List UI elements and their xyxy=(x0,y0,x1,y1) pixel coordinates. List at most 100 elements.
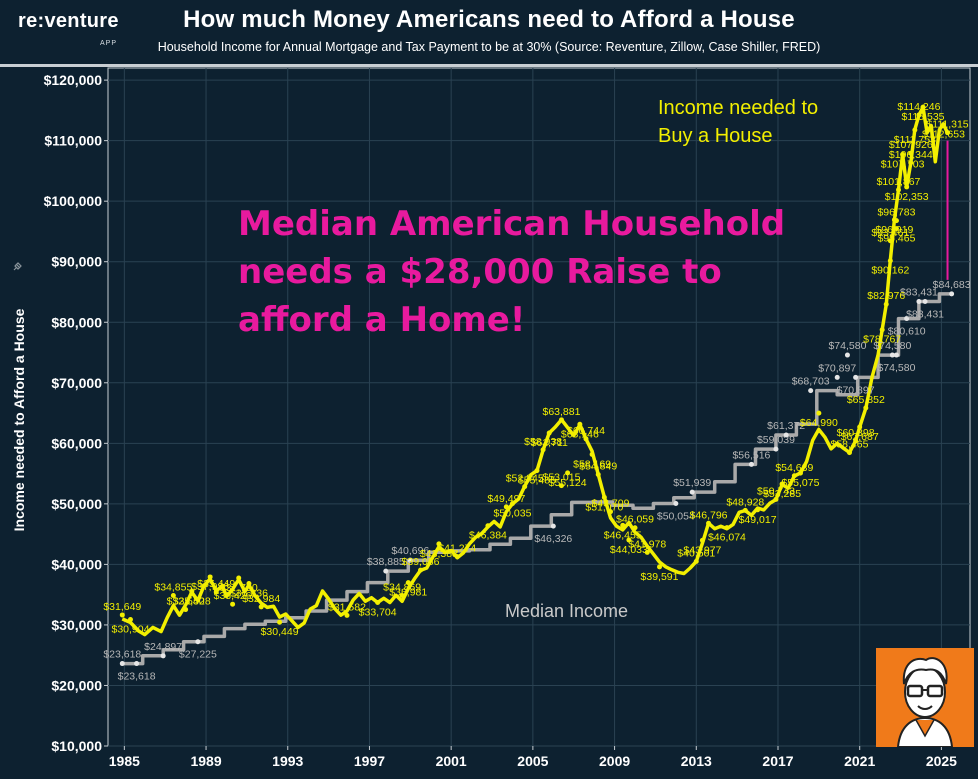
income-needed-point xyxy=(189,588,195,594)
income-needed-point xyxy=(620,522,626,528)
income-needed-data-label: $55,075 xyxy=(781,477,819,489)
income-needed-point xyxy=(755,507,761,513)
income-needed-point xyxy=(207,574,213,580)
y-tick-label: $40,000 xyxy=(51,556,102,572)
x-tick-label: 1997 xyxy=(354,753,385,769)
median-income-point xyxy=(160,653,166,659)
income-needed-point xyxy=(522,484,528,490)
income-needed-data-label: $50,743 xyxy=(757,485,795,497)
median-income-data-label: $38,885 xyxy=(367,556,405,568)
income-needed-data-label: $78,767 xyxy=(863,334,901,346)
income-needed-data-label: $31,649 xyxy=(103,601,141,613)
income-needed-data-label: $46,384 xyxy=(469,530,507,542)
income-needed-point xyxy=(742,507,748,513)
income-needed-point xyxy=(644,549,650,555)
income-needed-data-label: $41,978 xyxy=(628,538,666,550)
income-needed-point xyxy=(893,226,899,232)
median-income-data-label: $83,431 xyxy=(900,286,938,298)
median-income-point xyxy=(808,388,814,394)
y-tick-label: $100,000 xyxy=(44,193,103,209)
x-tick-label: 1989 xyxy=(190,753,221,769)
brand-logo: re:venture xyxy=(18,10,119,32)
income-needed-data-label: $40,501 xyxy=(677,547,715,559)
income-needed-data-label: $35,528 xyxy=(173,595,211,607)
median-income-data-label: $27,225 xyxy=(179,649,217,661)
y-tick-label: $60,000 xyxy=(51,435,102,451)
income-needed-point xyxy=(258,604,264,610)
income-needed-data-label: $96,783 xyxy=(877,207,915,219)
median-income-point xyxy=(119,661,125,667)
income-needed-data-label: $52,845 xyxy=(506,473,544,485)
income-needed-point xyxy=(503,504,509,510)
income-needed-data-label: $63,146 xyxy=(561,428,599,440)
income-needed-point xyxy=(436,541,442,547)
pin-icon xyxy=(13,262,22,271)
median-income-point xyxy=(550,523,556,529)
income-needed-point xyxy=(940,122,946,128)
y-tick-label: $30,000 xyxy=(51,617,102,633)
income-needed-data-label: $60,744 xyxy=(567,425,605,437)
y-tick-label: $20,000 xyxy=(51,677,102,693)
plot-area-border xyxy=(107,67,971,747)
income-needed-data-label: $49,017 xyxy=(739,514,777,526)
income-needed-point xyxy=(565,470,571,476)
income-needed-point xyxy=(485,523,491,529)
income-needed-point xyxy=(509,501,515,507)
income-needed-point xyxy=(127,616,133,622)
y-axis-title: Income needed to Afford a House xyxy=(11,308,27,532)
income-needed-point xyxy=(577,421,583,427)
income-needed-data-label: $34,869 xyxy=(383,581,421,593)
income-needed-point xyxy=(920,104,926,110)
income-needed-point xyxy=(693,558,699,564)
income-needed-data-label: $90,162 xyxy=(871,265,909,277)
income-needed-point xyxy=(657,564,663,570)
income-needed-point xyxy=(916,112,922,118)
income-needed-point xyxy=(945,130,951,136)
median-income-point xyxy=(673,501,679,507)
x-tick-label: 2025 xyxy=(926,753,957,769)
income-needed-data-label: $39,591 xyxy=(641,571,679,583)
income-needed-point xyxy=(183,607,189,613)
income-needed-point xyxy=(246,581,252,587)
income-needed-point xyxy=(724,525,730,531)
income-needed-point xyxy=(589,451,595,457)
median-income-data-label: $24,897 xyxy=(144,641,182,653)
income-needed-point xyxy=(879,327,885,333)
income-needed-data-label: $51,070 xyxy=(585,501,623,513)
income-needed-point xyxy=(558,417,564,423)
income-needed-point xyxy=(170,593,176,599)
income-needed-point xyxy=(773,496,779,502)
income-needed-point xyxy=(883,301,889,307)
y-tick-label: $10,000 xyxy=(51,738,102,754)
income-needed-point xyxy=(706,520,712,526)
median-income-data-label: $74,580 xyxy=(873,340,911,352)
income-needed-point xyxy=(230,601,236,607)
income-needed-data-label: $107,703 xyxy=(881,159,925,171)
income-needed-data-label: $58,938 xyxy=(524,436,562,448)
y-tick-label: $50,000 xyxy=(51,496,102,512)
income-needed-data-label: $43,977 xyxy=(683,544,721,556)
income-needed-point xyxy=(863,405,869,411)
series-line-income-needed xyxy=(121,105,950,637)
y-tick-label: $120,000 xyxy=(44,72,103,88)
y-tick-label: $90,000 xyxy=(51,254,102,270)
income-needed-data-label: $114,246 xyxy=(897,101,940,113)
income-needed-point xyxy=(891,217,897,223)
income-needed-data-label: $111,753 xyxy=(894,134,936,146)
income-needed-data-label: $62,687 xyxy=(841,431,879,443)
median-income-data-label: $46,326 xyxy=(534,533,572,545)
income-needed-point xyxy=(540,447,546,453)
y-tick-label: $110,000 xyxy=(44,133,102,149)
median-income-point xyxy=(783,432,789,438)
income-needed-data-label: $32,540 xyxy=(167,596,205,608)
income-needed-point xyxy=(119,612,125,618)
income-needed-point xyxy=(791,473,797,479)
income-needed-point xyxy=(904,184,910,190)
income-needed-point xyxy=(405,580,411,586)
income-needed-data-label: $53,285 xyxy=(763,488,801,500)
income-needed-data-label: $111,315 xyxy=(926,119,968,131)
income-needed-data-label: $39,056 xyxy=(402,556,440,568)
income-needed-data-label: $93,461 xyxy=(871,227,909,239)
median-income-point xyxy=(689,489,695,495)
